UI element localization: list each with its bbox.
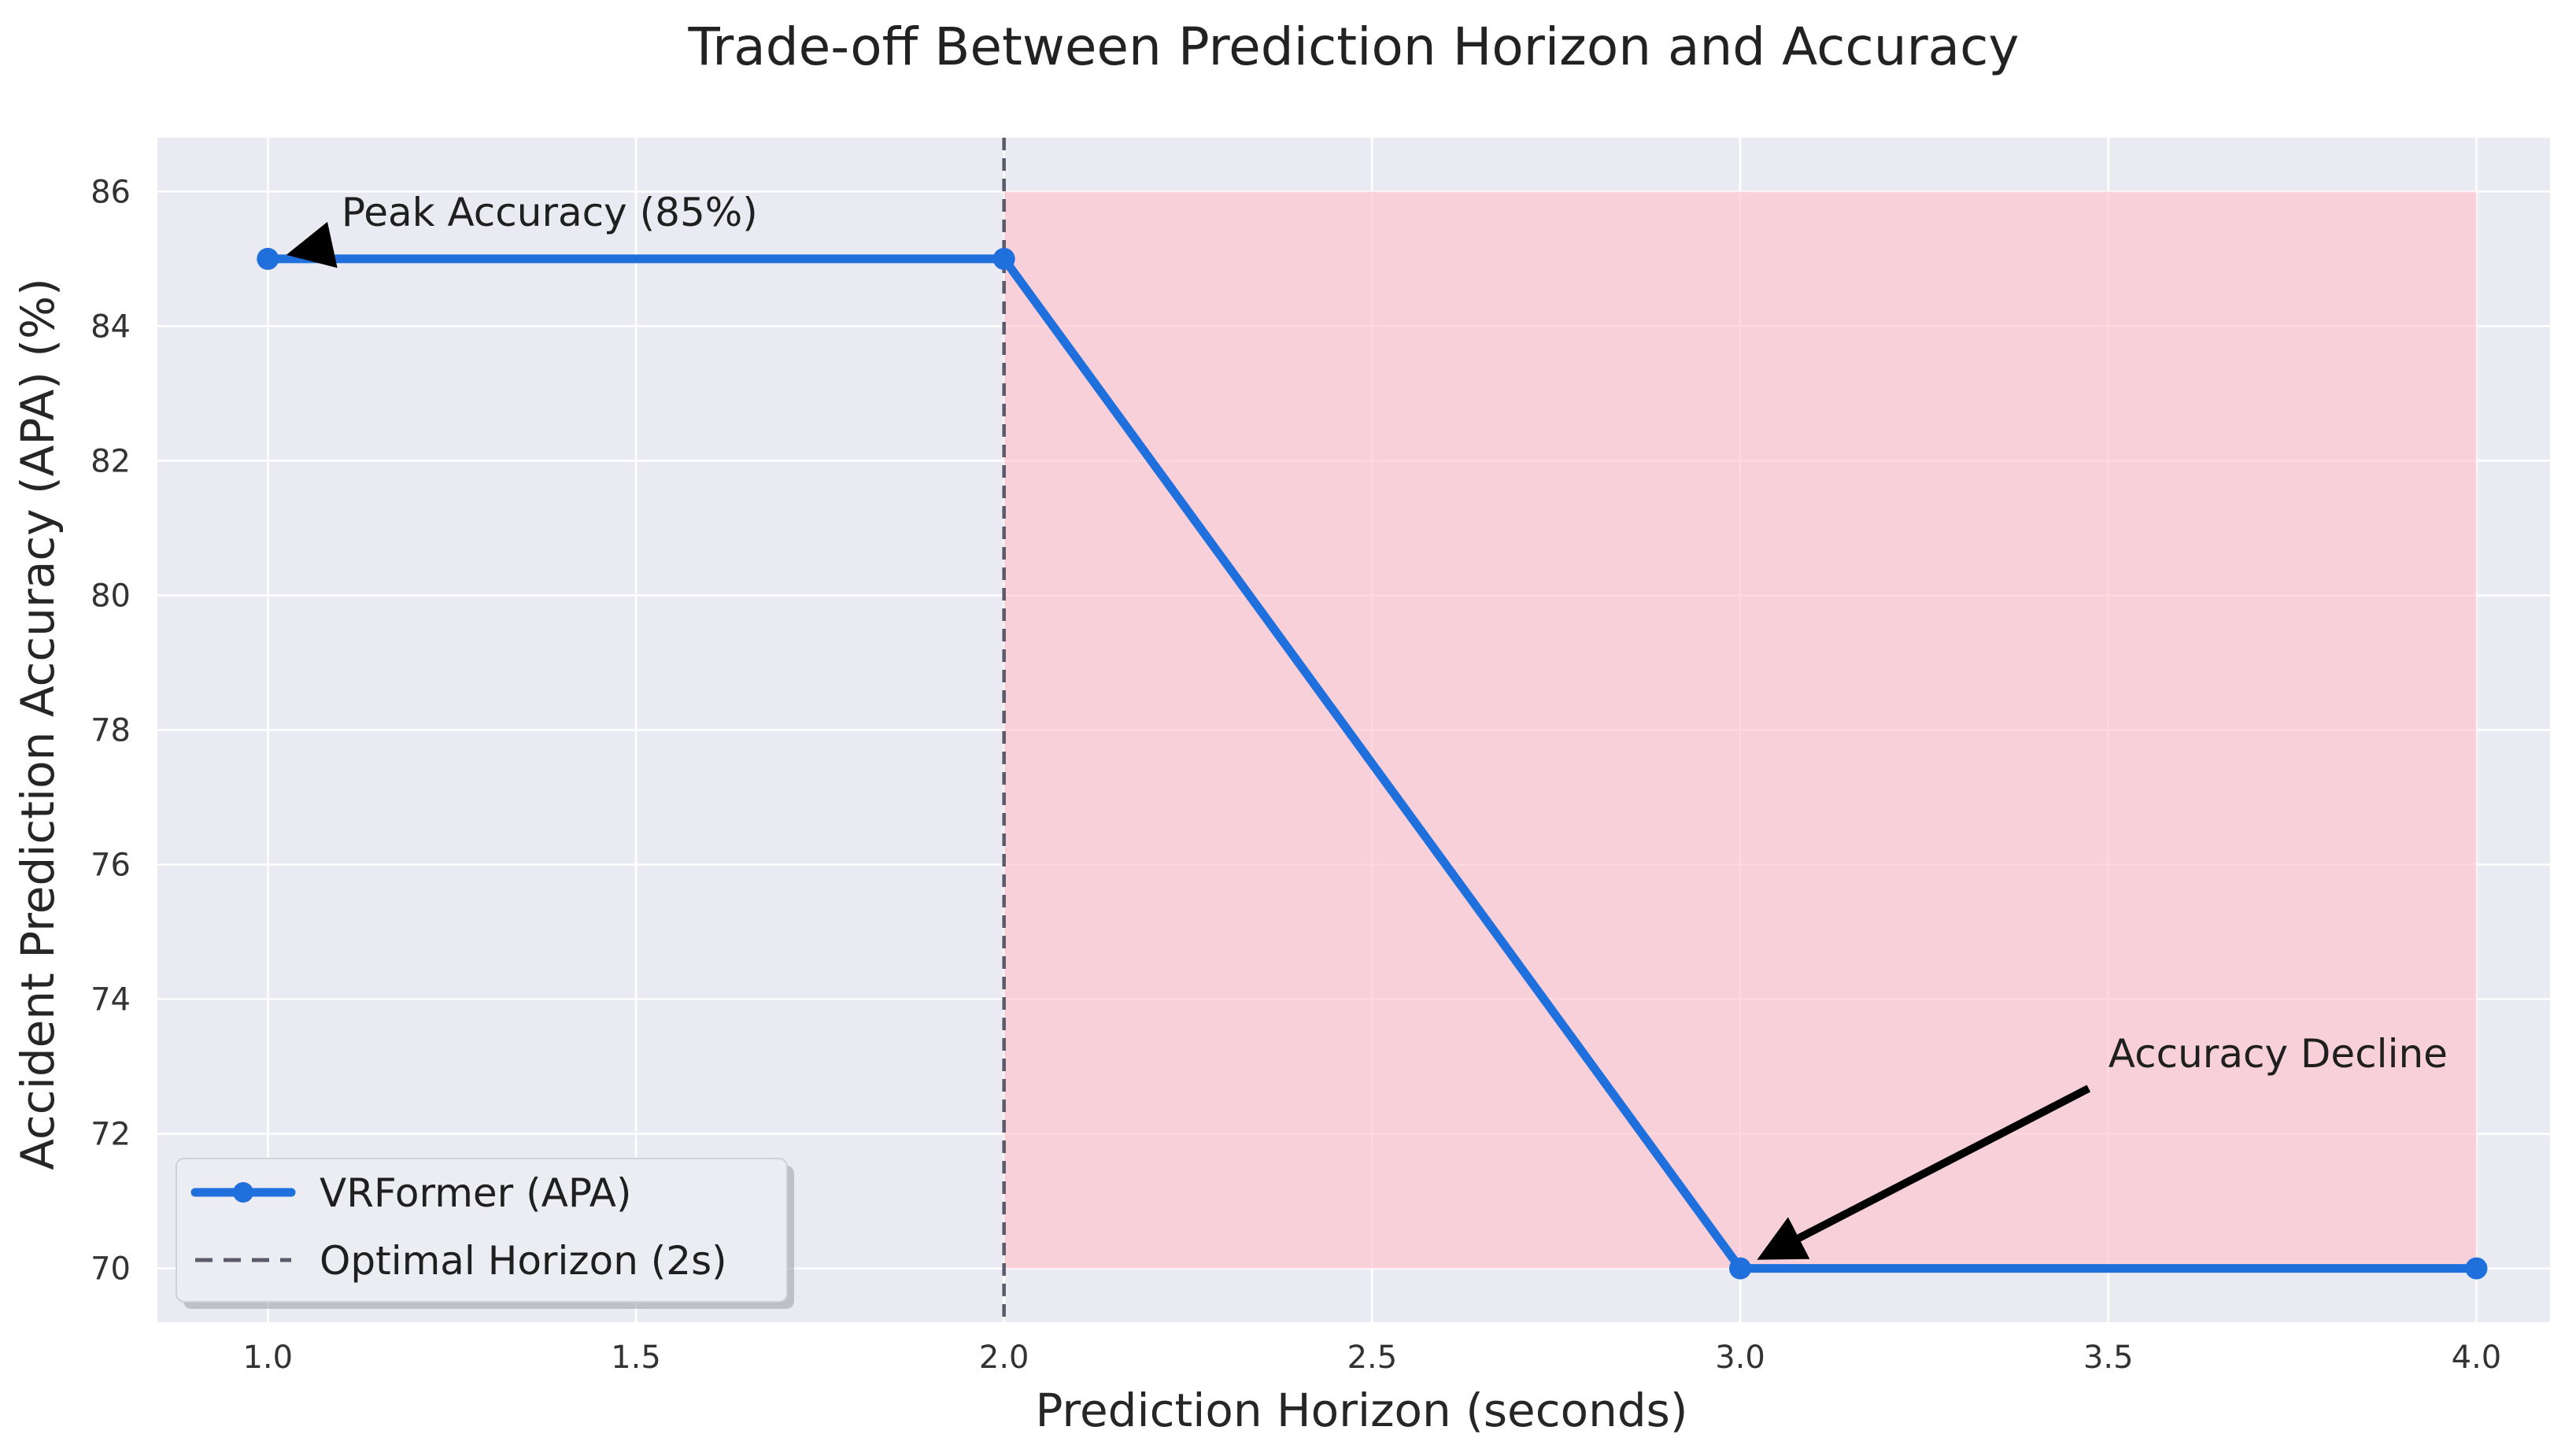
legend-label-optimal: Optimal Horizon (2s) [320,1238,727,1284]
x-tick-label: 2.0 [979,1340,1029,1376]
y-tick-label: 82 [91,443,131,479]
annotation-label: Accuracy Decline [2108,1031,2448,1077]
x-tick-label: 2.5 [1347,1340,1398,1376]
annotation-arrow [1757,1085,2091,1260]
annotation-arrow [286,221,338,268]
x-tick-label: 4.0 [2452,1340,2502,1376]
legend-box [176,1158,788,1303]
annotation-label: Peak Accuracy (85%) [342,190,758,235]
y-axis-label: Accident Prediction Accuracy (APA) (%) [11,278,65,1170]
x-axis-label: Prediction Horizon (seconds) [1035,1384,1687,1437]
tick-labels: 1.0 1.5 2.0 2.5 3.0 3.5 4.0 70 72 74 76 78 80 82 84 86 [91,174,2501,1376]
x-tick-label: 3.0 [1715,1340,1765,1376]
y-tick-label: 72 [91,1117,131,1153]
annotations: Peak Accuracy (85%) Accuracy Decline [286,190,2448,1260]
y-tick-label: 78 [91,713,131,749]
y-tick-label: 84 [91,309,131,345]
series-layer [257,247,2488,1280]
y-tick-label: 76 [91,848,131,884]
y-tick-label: 70 [91,1251,131,1288]
legend-marker-swatch [233,1182,253,1203]
shaded-region [1003,191,2477,1269]
x-tick-label: 1.0 [242,1340,293,1376]
y-tick-label: 80 [91,578,131,614]
y-tick-label: 86 [91,174,131,210]
legend-label-series: VRFormer (APA) [320,1170,631,1216]
y-tick-label: 74 [91,982,131,1018]
data-point [2465,1257,2488,1280]
x-tick-label: 3.5 [2083,1340,2134,1376]
x-tick-label: 1.5 [611,1340,661,1376]
legend: VRFormer (APA) Optimal Horizon (2s) [176,1158,794,1309]
series-line [263,254,2481,1273]
chart-title: Trade-off Between Prediction Horizon and… [688,17,2020,77]
data-point [992,247,1015,270]
data-point [257,247,279,270]
data-point [1729,1257,1752,1280]
